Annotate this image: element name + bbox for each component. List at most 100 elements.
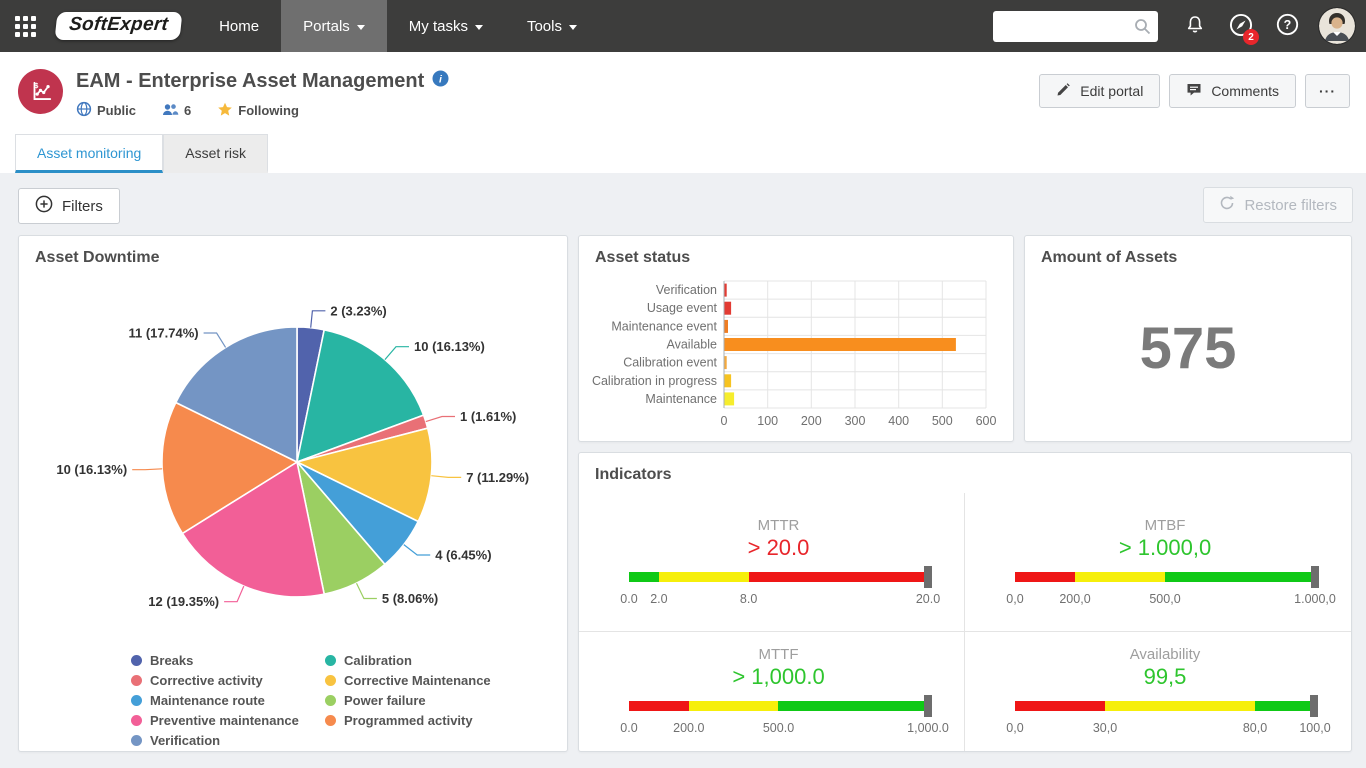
- members-count[interactable]: 6: [162, 102, 191, 120]
- legend-item: Calibration: [325, 653, 493, 668]
- nav-item-portals[interactable]: Portals: [281, 0, 387, 52]
- category-label: Usage event: [647, 301, 718, 315]
- avatar[interactable]: [1318, 7, 1356, 45]
- nav-item-home[interactable]: Home: [197, 0, 281, 52]
- notifications-button[interactable]: [1172, 0, 1218, 52]
- gauge-mtbf: MTBF> 1.000,00,0200,0500,01.000,0: [965, 493, 1351, 632]
- bar: [725, 392, 735, 405]
- bar: [725, 302, 732, 315]
- bar: [725, 320, 729, 333]
- gauge-value: > 20.0: [748, 535, 810, 561]
- edit-portal-button[interactable]: Edit portal: [1039, 74, 1160, 108]
- legend-swatch: [325, 655, 336, 666]
- svg-text:$: $: [34, 80, 39, 89]
- monitoring-button[interactable]: 2: [1218, 0, 1264, 52]
- chevron-down-icon: [475, 25, 483, 30]
- legend-item: Corrective activity: [131, 673, 299, 688]
- gauge-tick-label: 30,0: [1093, 721, 1117, 735]
- x-tick-label: 0: [721, 414, 728, 428]
- gauge-tick-label: 80,0: [1243, 721, 1267, 735]
- category-label: Calibration event: [623, 356, 717, 370]
- category-label: Verification: [656, 283, 717, 297]
- legend-label: Verification: [150, 733, 220, 748]
- legend-label: Calibration: [344, 653, 412, 668]
- asset-status-bar-chart: 0100200300400500600VerificationUsage eve…: [579, 273, 1011, 435]
- gauge-segment: [659, 572, 749, 582]
- nav-item-my-tasks[interactable]: My tasks: [387, 0, 505, 52]
- chevron-down-icon: [357, 25, 365, 30]
- tab-asset-risk[interactable]: Asset risk: [163, 134, 268, 173]
- gauge-segment: [1015, 572, 1075, 582]
- legend-label: Breaks: [150, 653, 193, 668]
- legend-item: Breaks: [131, 653, 299, 668]
- gauge-bar: [629, 572, 928, 582]
- app-launcher-button[interactable]: [0, 0, 50, 52]
- gauge-marker: [924, 566, 932, 588]
- x-tick-label: 200: [801, 414, 822, 428]
- gauge-ticks: 0,030,080,0100,0: [1015, 721, 1315, 736]
- x-tick-label: 300: [845, 414, 866, 428]
- legend-swatch: [131, 715, 142, 726]
- legend-swatch: [325, 695, 336, 706]
- bar: [725, 284, 727, 297]
- filters-button[interactable]: Filters: [18, 188, 120, 224]
- x-tick-label: 500: [932, 414, 953, 428]
- gauge-tick-label: 8.0: [740, 592, 757, 606]
- logo-text: SoftExpert: [55, 12, 183, 40]
- legend-label: Preventive maintenance: [150, 713, 299, 728]
- card-title: Indicators: [595, 466, 1335, 484]
- gauge-name: Availability: [1130, 646, 1201, 663]
- pie-label-line: [426, 417, 455, 422]
- legend-swatch: [131, 655, 142, 666]
- legend-item: Power failure: [325, 693, 493, 708]
- pie-label-line: [404, 545, 430, 555]
- gauge-tick-label: 20.0: [916, 592, 940, 606]
- indicators-card: Indicators MTTR> 20.00.02.08.020.0MTBF> …: [578, 452, 1352, 752]
- comments-button[interactable]: Comments: [1169, 74, 1296, 108]
- legend-swatch: [325, 675, 336, 686]
- following-toggle[interactable]: Following: [217, 102, 299, 120]
- users-icon: [162, 102, 179, 120]
- gauge-segment: [689, 701, 779, 711]
- gauge-tick-label: 2.0: [650, 592, 667, 606]
- legend-swatch: [131, 735, 142, 746]
- gauge-segment: [1075, 572, 1165, 582]
- gauge-bar: [1015, 701, 1315, 711]
- pie-label-line: [311, 311, 326, 328]
- legend-swatch: [131, 695, 142, 706]
- info-icon[interactable]: i: [432, 70, 449, 93]
- tab-asset-monitoring[interactable]: Asset monitoring: [15, 134, 163, 173]
- gauge-tick-label: 0,0: [1006, 592, 1023, 606]
- pie-slice-label: 1 (1.61%): [460, 409, 516, 424]
- gauge-tick-label: 100,0: [1299, 721, 1330, 735]
- chevron-down-icon: [569, 25, 577, 30]
- restore-filters-button[interactable]: Restore filters: [1203, 187, 1353, 223]
- gauge-availability: Availability99,50,030,080,0100,0: [965, 632, 1351, 751]
- pie-label-line: [357, 583, 377, 598]
- gauge-value: > 1.000,0: [1119, 535, 1211, 561]
- asset-count-value: 575: [1025, 315, 1351, 382]
- grid-icon: [15, 16, 36, 37]
- help-button[interactable]: ?: [1264, 0, 1310, 52]
- ellipsis-icon: ···: [1319, 83, 1336, 99]
- softexpert-logo[interactable]: SoftExpert: [56, 0, 181, 52]
- legend-item: Verification: [131, 733, 299, 748]
- gauge-value: > 1,000.0: [732, 664, 824, 690]
- plus-circle-icon: [35, 195, 53, 217]
- more-options-button[interactable]: ···: [1305, 74, 1350, 108]
- pie-label-line: [385, 347, 409, 360]
- card-title: Asset status: [595, 249, 997, 267]
- main-menu: Home Portals My tasks Tools: [197, 0, 599, 52]
- gauge-tick-label: 1,000.0: [907, 721, 949, 735]
- pie-slice-label: 10 (16.13%): [56, 462, 127, 477]
- legend-item: Corrective Maintenance: [325, 673, 493, 688]
- search-icon: [1134, 18, 1151, 40]
- bar: [725, 338, 956, 351]
- card-title: Amount of Assets: [1041, 249, 1335, 267]
- gauge-tick-label: 200,0: [1059, 592, 1090, 606]
- x-tick-label: 400: [888, 414, 909, 428]
- pie-slice-label: 11 (17.74%): [128, 326, 198, 341]
- gauge-name: MTTR: [758, 517, 800, 534]
- gauge-segment: [1015, 701, 1105, 711]
- nav-item-tools[interactable]: Tools: [505, 0, 599, 52]
